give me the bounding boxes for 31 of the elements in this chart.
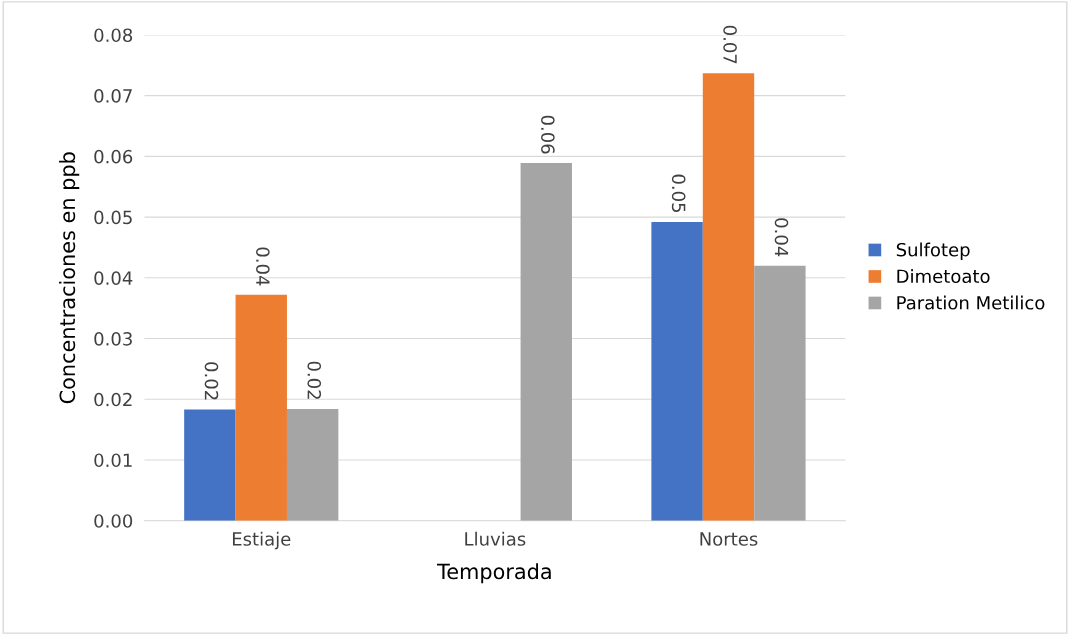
legend-label: Dimetoato [897,269,990,284]
bar [184,409,236,521]
data-label: 0.07 [723,25,737,64]
x-tick-label: Lluvias [465,531,526,546]
bar [702,73,755,521]
legend-label: Sulfotep [896,242,970,261]
bar [520,163,572,521]
y-axis-title: Concentraciones en ppb [59,152,80,404]
data-label: 0.02 [204,362,219,400]
bar [286,408,339,521]
y-tick-label: 0.01 [94,453,132,468]
data-label: 0.05 [671,174,686,213]
data-label: 0.04 [256,247,270,286]
bar [651,221,703,521]
y-tick-label: 0.02 [94,392,132,407]
y-tick-label: 0.07 [94,89,132,103]
y-tick-label: 0.08 [94,28,133,43]
data-label: 0.04 [774,218,789,257]
x-tick-label: Estiaje [232,531,291,550]
data-label: 0.06 [541,115,555,154]
y-tick-label: 0.03 [94,331,132,346]
bar [754,265,806,521]
y-tick-label: 0.04 [94,271,133,285]
data-label: 0.02 [307,361,322,399]
y-tick-label: 0.06 [94,149,133,164]
legend-label: Paration Metilico [897,295,1045,310]
x-axis-title: Temporada [437,563,551,584]
x-tick-label: Nortes [700,532,758,546]
y-tick-label: 0.00 [94,514,133,528]
bar [235,294,287,521]
y-tick-label: 0.05 [94,210,132,225]
